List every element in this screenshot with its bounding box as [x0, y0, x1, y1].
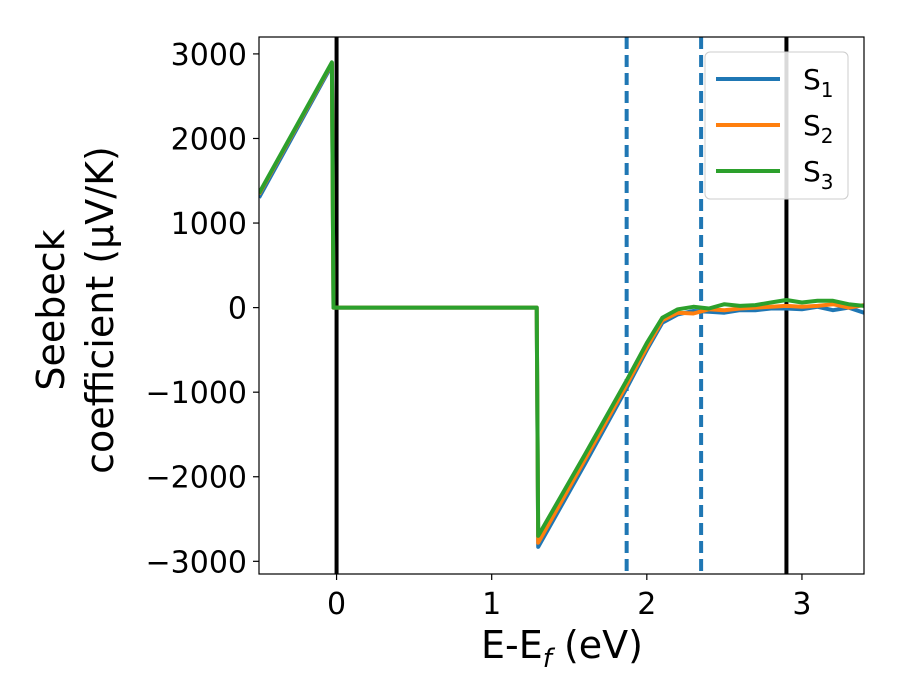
series-lines [259, 60, 864, 549]
legend-label-S2: S2 [803, 109, 834, 148]
legend: S1 S2 S3 [704, 51, 849, 200]
y-axis-ticks: −3000 −2000 −1000 0 1000 2000 3000 [146, 38, 259, 580]
y-tick-label: −1000 [146, 376, 247, 411]
legend-label-S3: S3 [803, 155, 834, 194]
y-tick-label: −3000 [146, 545, 247, 580]
y-axis-title-line2: coefficient (μV/K) [78, 146, 122, 474]
y-tick-label: −2000 [146, 461, 247, 496]
legend-label-S1: S1 [803, 63, 834, 102]
x-tick-label: 2 [637, 587, 656, 622]
x-tick-label: 0 [327, 587, 346, 622]
series-line-S3 [259, 60, 864, 538]
x-tick-label: 3 [792, 587, 811, 622]
y-tick-label: 3000 [171, 38, 247, 73]
x-axis-title: E-Ef (eV) [481, 623, 643, 674]
plot-frame [258, 36, 865, 575]
y-tick-label: 2000 [171, 122, 247, 157]
y-axis-title-line1: Seebeck [29, 229, 73, 390]
x-tick-label: 1 [482, 587, 501, 622]
x-axis-ticks: 0 1 2 3 [327, 574, 811, 622]
y-tick-label: 1000 [171, 207, 247, 242]
y-tick-label: 0 [228, 292, 247, 327]
